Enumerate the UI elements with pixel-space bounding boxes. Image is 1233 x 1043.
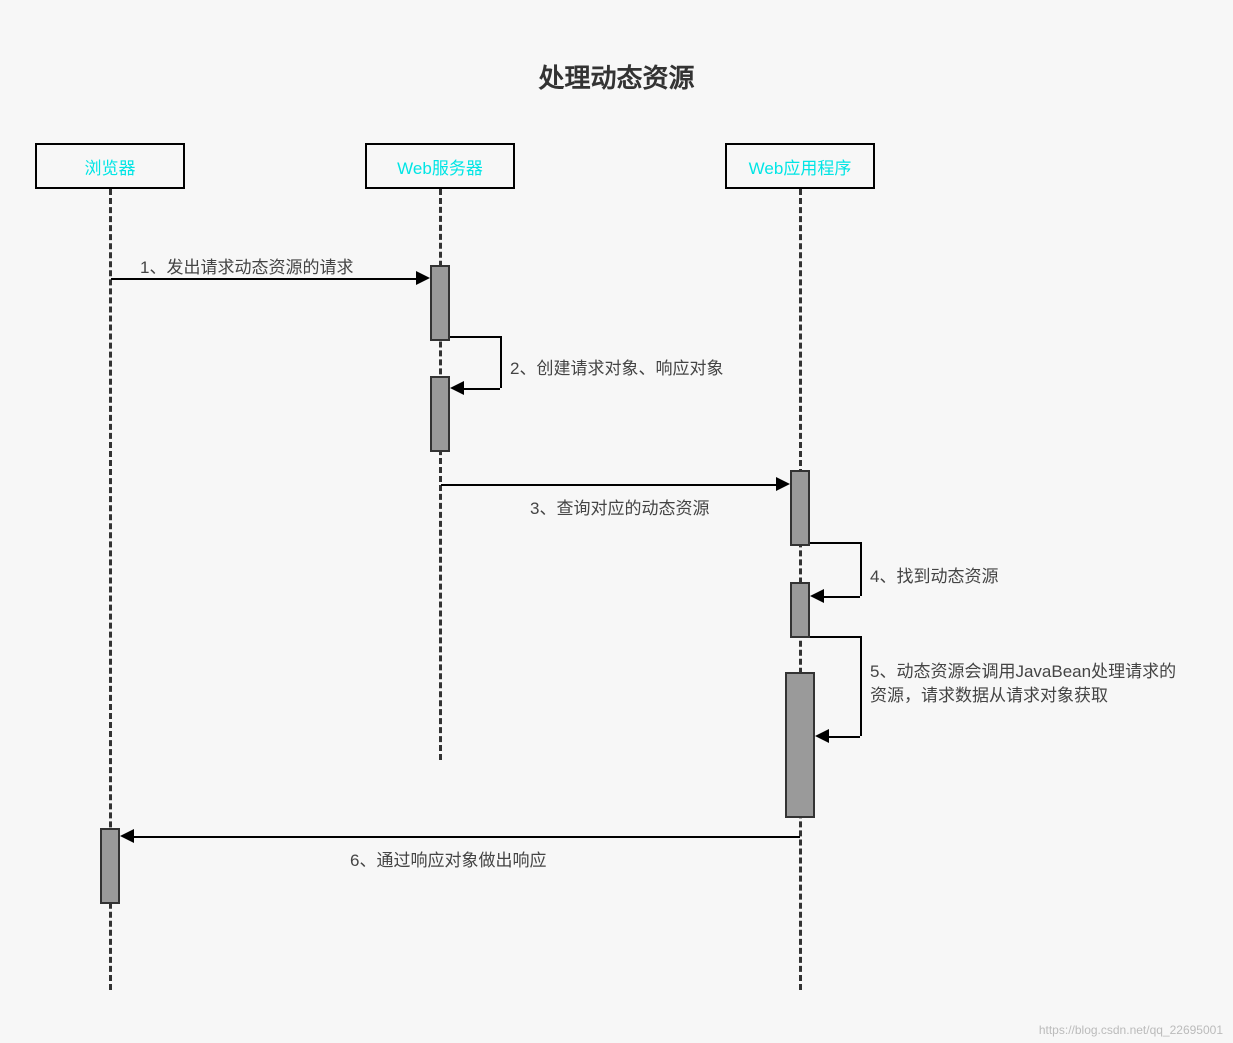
msg3-arrow-icon: [776, 477, 790, 491]
watermark: https://blog.csdn.net/qq_22695001: [1039, 1023, 1223, 1037]
msg6-line: [134, 836, 800, 838]
activation-server-1: [430, 265, 450, 341]
activation-browser-1: [100, 828, 120, 904]
actor-server-label: Web服务器: [397, 154, 483, 179]
activation-app-2: [790, 582, 810, 638]
activation-app-3: [785, 672, 815, 818]
msg1-label: 1、发出请求动态资源的请求: [140, 253, 353, 278]
sequence-diagram: 处理动态资源 浏览器 Web服务器 Web应用程序 1、发出请求动态资源的请求 …: [0, 0, 1233, 1043]
self5-top: [810, 636, 860, 638]
self5-right: [860, 636, 862, 736]
self4-label: 4、找到动态资源: [870, 562, 998, 587]
self2-label: 2、创建请求对象、响应对象: [510, 354, 723, 379]
actor-server: Web服务器: [365, 143, 515, 189]
self5-arrow-icon: [815, 729, 829, 743]
self4-top: [810, 542, 860, 544]
actor-app: Web应用程序: [725, 143, 875, 189]
msg1-arrow-icon: [416, 271, 430, 285]
activation-app-1: [790, 470, 810, 546]
self4-right: [860, 542, 862, 596]
msg3-label: 3、查询对应的动态资源: [530, 494, 709, 519]
actor-browser-label: 浏览器: [85, 154, 136, 179]
self2-arrow-icon: [450, 381, 464, 395]
self4-arrow-icon: [810, 589, 824, 603]
msg1-line: [111, 278, 416, 280]
msg6-arrow-icon: [120, 829, 134, 843]
self4-bottom: [824, 596, 860, 598]
self5-bottom: [829, 736, 860, 738]
actor-browser: 浏览器: [35, 143, 185, 189]
diagram-title: 处理动态资源: [0, 58, 1233, 95]
msg3-line: [441, 484, 776, 486]
self2-right: [500, 336, 502, 388]
self2-bottom: [464, 388, 500, 390]
self2-top: [450, 336, 500, 338]
actor-app-label: Web应用程序: [749, 154, 852, 179]
activation-server-2: [430, 376, 450, 452]
self5-label: 5、动态资源会调用JavaBean处理请求的资源，请求数据从请求对象获取: [870, 660, 1180, 708]
msg6-label: 6、通过响应对象做出响应: [350, 846, 546, 871]
